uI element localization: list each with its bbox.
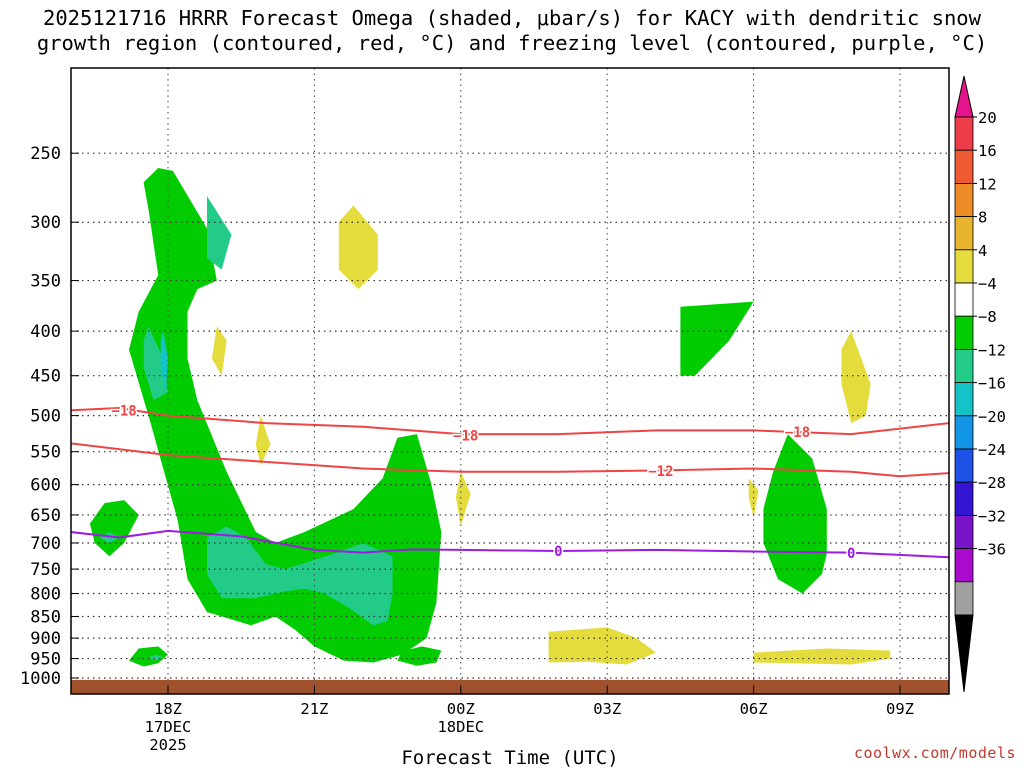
colorbar-bottom-arrow [954,614,974,693]
y-tick-label-750: 750 [30,560,61,580]
contour-line-0 [71,406,949,436]
colorbar-label-8: −16 [978,375,1006,393]
omega-region-2 [129,646,168,667]
omega-region-4 [680,301,754,376]
y-tick-label-350: 350 [30,272,61,292]
colorbar-swatch-0 [954,116,974,151]
contour-label-2-1: 0 [847,546,855,562]
x-tick-label-0-2: 2025 [149,736,186,754]
y-tick-label-600: 600 [30,476,61,496]
y-tick-label-450: 450 [30,367,61,387]
colorbar-swatch-11 [954,481,974,516]
omega-region-13 [211,326,227,376]
colorbar-swatch-3 [954,216,974,251]
contour-line-2 [71,529,949,559]
colorbar-label-1: 16 [978,142,997,160]
colorbar-label-12: −32 [978,507,1006,525]
contour-label-0-2: −18 [785,425,810,441]
omega-region-17 [841,331,871,424]
y-tick-label-850: 850 [30,607,61,627]
plot-frame [70,67,950,695]
contour-label-0-0: −18 [111,403,136,419]
y-tick-label-950: 950 [30,650,61,670]
colorbar-swatch-7 [954,348,974,383]
contour-label-2-0: 0 [554,544,562,560]
x-tick-label-6-0: 00Z [447,700,475,718]
site-credit: coolwx.com/models [853,744,1016,762]
omega-region-3 [397,646,442,666]
y-tick-label-400: 400 [30,322,61,342]
contour-label-1-0: −12 [648,464,673,480]
omega-region-18 [548,627,656,665]
omega-region-5 [763,434,827,594]
colorbar-swatch-8 [954,382,974,417]
chart-title: 2025121716 HRRR Forecast Omega (shaded, … [0,6,1024,56]
colorbar-label-0: 20 [978,109,997,127]
omega-region-1 [89,500,139,557]
colorbar-swatch-4 [954,249,974,284]
colorbar-swatch-5 [954,282,974,317]
y-tick-label-550: 550 [30,443,61,463]
x-tick-label-12-0: 06Z [740,700,768,718]
contour-line-1 [71,442,949,478]
omega-colorbar: 20 16 12 8 4 −4 −8 −12 −16 −20 −24 −28 −32 −36 [954,75,1006,693]
y-tick-label-250: 250 [30,144,61,164]
colorbar-swatch-2 [954,182,974,217]
omega-region-9 [99,532,120,543]
y-tick-label-1000: 1000 [20,669,61,689]
colorbar-swatch-6 [954,315,974,350]
omega-region-12 [338,205,378,290]
x-tick-label-3-0: 21Z [300,700,328,718]
y-tick-label-650: 650 [30,506,61,526]
colorbar-swatch-1 [954,149,974,184]
chart-title-line-2: growth region (contoured, red, °C) and f… [36,31,988,55]
colorbar-swatch-10 [954,448,974,483]
colorbar-label-13: −36 [978,541,1006,559]
omega-region-15 [455,471,471,527]
colorbar-label-7: −12 [978,341,1006,359]
contour-label-0-1: −18 [453,429,478,445]
x-tick-label-15-0: 09Z [886,700,914,718]
x-tick-label-9-0: 03Z [593,700,621,718]
chart-title-line-1: 2025121716 HRRR Forecast Omega (shaded, … [43,6,981,30]
x-tick-label-6-1: 18DEC [437,718,484,736]
colorbar-swatch-12 [954,515,974,550]
x-tick-label-0-0: 18Z [154,700,182,718]
omega-region-14 [255,415,271,466]
colorbar-label-4: 4 [978,242,987,260]
omega-region-11 [160,331,168,393]
colorbar-label-9: −20 [978,408,1006,426]
colorbar-swatch-13 [954,548,974,583]
omega-region-7 [207,196,232,270]
x-tick-label-0-1: 17DEC [145,718,192,736]
y-tick-label-900: 900 [30,629,61,649]
colorbar-label-11: −28 [978,474,1006,492]
colorbar-label-10: −24 [978,441,1006,459]
colorbar-label-3: 8 [978,209,987,227]
y-tick-label-700: 700 [30,534,61,554]
colorbar-swatch-14 [954,581,974,616]
y-tick-label-500: 500 [30,407,61,427]
colorbar-top-arrow [954,75,974,118]
omega-region-10 [148,654,164,661]
colorbar-label-2: 12 [978,175,997,193]
omega-region-8 [143,326,168,401]
x-axis-title: Forecast Time (UTC) [401,747,618,768]
colorbar-label-6: −8 [978,308,997,326]
colorbar-label-5: −4 [978,275,997,293]
omega-region-19 [753,648,891,665]
colorbar-swatch-9 [954,415,974,450]
terrain-strip [71,679,949,694]
y-tick-label-300: 300 [30,213,61,233]
y-tick-label-800: 800 [30,585,61,605]
